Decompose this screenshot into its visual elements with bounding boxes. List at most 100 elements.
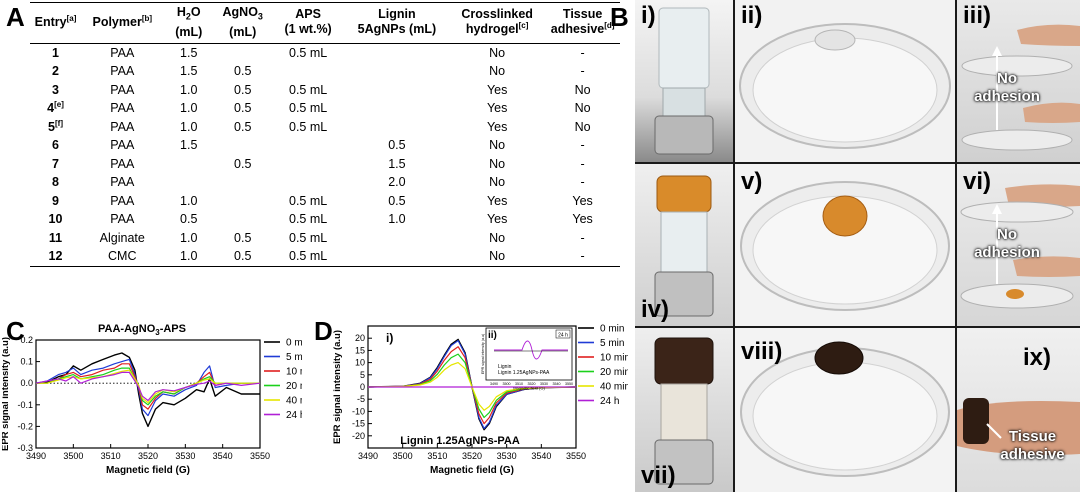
cell-adhesive: - [580, 156, 585, 171]
photo-label-i: i) [641, 2, 656, 29]
x-tick-label: 3490 [26, 451, 46, 461]
inset-legend-label: Lignin 1.25AgNPs-PAA [498, 370, 550, 376]
finger-dish-illustration [961, 24, 1080, 151]
photo-i-vial: i) [635, 0, 733, 162]
vial-dark-illustration [654, 337, 714, 485]
legend-label: 40 min [600, 382, 628, 393]
inset-legend-label: Lignin [498, 364, 512, 370]
chart-d-panel-sublabel: i) [386, 331, 393, 345]
y-tick-label: 5 [360, 370, 365, 380]
cell-adhesive: No [574, 82, 591, 97]
vial-empty-illustration [654, 7, 714, 155]
photo-iv-vial-lignin: iv) [635, 164, 733, 326]
inset-x-tick-label: 3500 [503, 382, 511, 386]
legend-label: 0 min [286, 338, 302, 349]
panel-letter-c: C [6, 316, 25, 346]
inset-x-tick-label: 3550 [565, 382, 573, 386]
header-lignin: Lignin 5AgNPs (mL) [344, 2, 450, 44]
table-row: 9 PAA 1.0 0.5 mL 0.5 Yes Yes [30, 192, 620, 211]
cell-entry: 5[f] [48, 118, 63, 134]
photo-label-vii: vii) [641, 462, 676, 489]
cell-lignin [345, 81, 449, 100]
table-row: 7 PAA 0.5 1.5 No - [30, 155, 620, 174]
x-tick-label: 3550 [250, 451, 270, 461]
cell-polymer: PAA [110, 45, 135, 60]
series-line [35, 371, 261, 402]
cell-lignin [344, 247, 450, 267]
cell-h2o [164, 155, 214, 174]
header-adhesive: Tissue adhesive[d] [545, 2, 620, 44]
cell-aps: 0.5 mL [289, 119, 328, 134]
table-row: 1 PAA 1.5 0.5 mL No - [30, 43, 620, 62]
x-tick-label: 3550 [566, 451, 586, 461]
photo-caption-iii: No adhesion [974, 70, 1040, 105]
cell-polymer: PAA [110, 193, 135, 208]
cell-h2o: 1.5 [180, 138, 198, 153]
y-tick-label: 20 [355, 333, 365, 343]
cell-lignin [345, 99, 449, 118]
cell-aps [272, 173, 345, 192]
photo-label-vi: vi) [963, 168, 992, 195]
inset-series-line [494, 340, 568, 360]
cell-lignin [345, 229, 449, 248]
cell-agno3 [214, 136, 272, 155]
cell-agno3 [214, 173, 272, 192]
cell-entry: 2 [52, 64, 59, 79]
cell-crosslinked: No [489, 175, 506, 190]
header-crosslinked: Crosslinked hydrogel[c] [449, 2, 546, 44]
cell-polymer: PAA [110, 101, 135, 116]
cell-aps: 0.5 mL [289, 212, 328, 227]
header-polymer: Polymer[b] [81, 2, 164, 44]
cell-adhesive: Yes [572, 212, 593, 227]
x-tick-label: 3510 [101, 451, 121, 461]
legend-label: 24 h [286, 410, 302, 421]
cell-adhesive: No [574, 101, 591, 116]
x-tick-label: 3520 [138, 451, 158, 461]
cell-lignin: 2.0 [388, 175, 406, 190]
cell-h2o: 1.0 [180, 119, 198, 134]
inset-x-axis-label: Magnetic field (G) [513, 386, 545, 391]
inset-tag-box [555, 329, 571, 339]
petri-dark-illustration [740, 341, 950, 477]
inset-x-tick-label: 3510 [515, 382, 523, 386]
cell-aps [272, 155, 345, 174]
table-row: 8 PAA 2.0 No - [30, 173, 620, 192]
table-header-row: Entry[a] Polymer[b] H2O (mL) AgNO3 (mL) AP… [30, 2, 620, 44]
x-axis-label: Magnetic field (G) [430, 465, 514, 476]
cell-entry: 9 [52, 193, 59, 208]
cell-crosslinked: No [449, 247, 546, 267]
cell-h2o: 1.0 [180, 230, 198, 245]
cell-crosslinked: No [489, 156, 506, 171]
cell-crosslinked: Yes [486, 119, 508, 134]
legend-label: 10 min [286, 367, 302, 378]
cell-adhesive: - [580, 64, 585, 79]
y-tick-label: 15 [355, 345, 365, 355]
cell-agno3: 0.5 [234, 82, 252, 97]
photo-caption-ix: Tissue adhesive [1000, 428, 1065, 463]
photo-label-v: v) [741, 168, 763, 195]
photo-caption-vi: No adhesion [974, 226, 1040, 261]
cell-crosslinked: No [489, 230, 506, 245]
composition-table: Entry[a] Polymer[b] H2O (mL) AgNO3 (mL) AP… [30, 2, 620, 267]
cell-adhesive: - [580, 230, 585, 245]
cell-crosslinked: Yes [486, 101, 508, 116]
legend-label: 40 min [286, 396, 302, 407]
cell-lignin [345, 62, 449, 81]
header-entry: Entry[a] [30, 2, 82, 44]
cell-h2o [164, 173, 214, 192]
table-row: 6 PAA 1.5 0.5 No - [30, 136, 620, 155]
series-line [367, 362, 577, 411]
cell-polymer: PAA [110, 212, 135, 227]
x-tick-label: 3490 [358, 451, 378, 461]
photo-label-ii: ii) [741, 2, 763, 29]
inset-y-axis-label: EPR signal intensity (a.u) [481, 334, 485, 374]
photo-v-petri-orange: v) [735, 164, 955, 326]
table-row: 10 PAA 0.5 0.5 mL 1.0 Yes Yes [30, 210, 620, 229]
photo-ii-petri: ii) [735, 0, 955, 162]
table-row: 4[e] PAA 1.0 0.5 0.5 mL Yes No [30, 99, 620, 118]
x-tick-label: 3540 [213, 451, 233, 461]
cell-aps [272, 62, 345, 81]
cell-crosslinked: Yes [486, 212, 508, 227]
cell-polymer: PAA [110, 156, 135, 171]
cell-polymer: PAA [110, 64, 135, 79]
